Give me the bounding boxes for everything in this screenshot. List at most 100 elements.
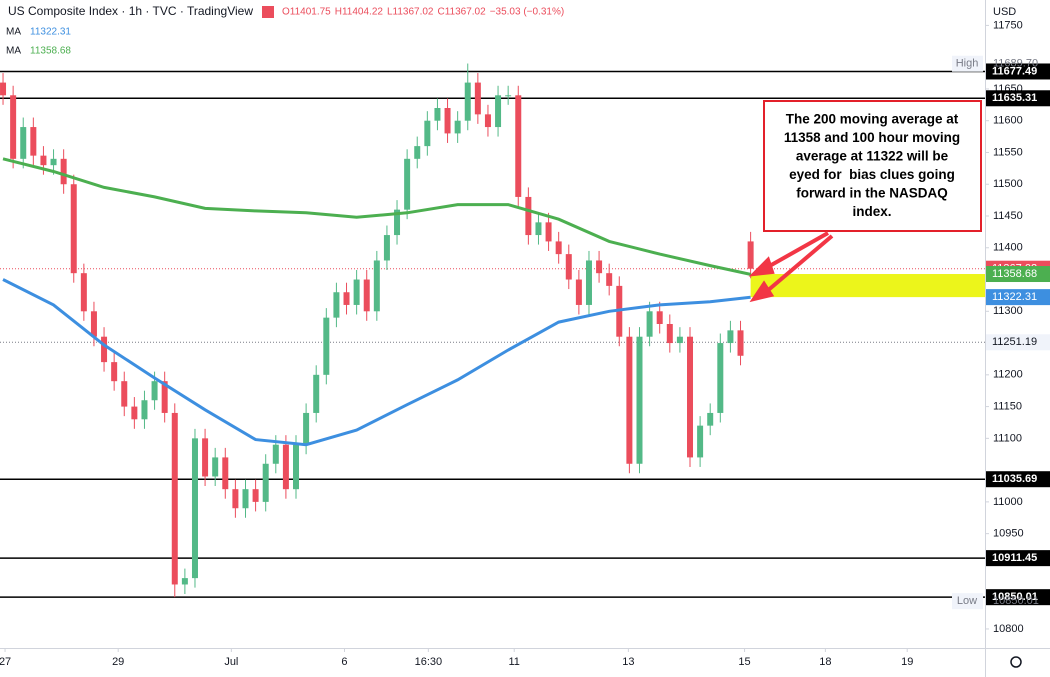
candle-body [252,489,259,502]
arrow [765,231,829,270]
candle-body [737,330,744,356]
candle-body [0,82,7,96]
candle-body [676,336,683,344]
candle-body [151,381,158,401]
candle-body [424,120,431,147]
candle-body [373,260,380,312]
y-tick-label: 11500 [993,178,1023,190]
candle-body [131,406,138,420]
candle-body [404,158,411,210]
y-tick-label: 11100 [993,432,1022,444]
price-label-box [986,289,1050,306]
candle-body [141,400,148,420]
candle-body [596,260,603,274]
level-label-box [986,589,1050,606]
x-tick-label: 29 [112,656,124,668]
moving-average-line [2,278,751,447]
candle-body [606,273,613,286]
y-tick-label: 11200 [993,369,1023,381]
price-label: 11322.31 [992,291,1037,303]
candle-body [444,108,451,134]
candle-body [171,412,178,585]
annotation-line: 11358 and 100 hour moving [784,130,960,145]
y-tick-label: 11300 [993,305,1023,317]
y-tick-label: 10800 [993,623,1024,635]
candle-body [70,184,77,274]
candle-body [575,279,582,305]
arrow [764,234,834,294]
candle-body [626,336,633,464]
candle-body [333,292,340,318]
candle-body [282,444,289,490]
x-tick-label: Jul [224,656,238,668]
ohlc-legend: O11401.75 H11404.22 L11367.02 C11367.02 −35.… [282,7,564,18]
candle-body [717,343,724,413]
annotation-line: forward in the NASDAQ [796,186,948,201]
candle-body [20,127,27,159]
y-tick-label: 10950 [993,528,1024,540]
candle-body [394,209,401,236]
candle-body [585,260,592,305]
ohlc-value: H11404.22 [335,7,384,18]
x-tick-label: 18 [819,656,831,668]
candle-body [474,82,481,115]
extreme-tag: High [956,58,979,70]
candle-body [202,438,209,477]
candle-body [697,425,704,458]
candle-body [191,438,198,579]
ma-legend-value: 11322.31 [30,27,71,38]
level-label-box [986,90,1050,107]
candle-body [656,311,663,324]
candle-body [464,82,471,121]
ohlc-value: O11401.75 [282,7,331,18]
x-tick-label: 11 [509,656,520,668]
candle-body [212,457,219,477]
candle-body [90,311,97,337]
x-tick-label: 13 [622,656,634,668]
x-tick-label: 15 [738,656,750,668]
status-icon [262,6,274,18]
candle-body [10,95,17,159]
gear[interactable] [1010,656,1022,668]
candle-body [181,578,188,585]
candle-body [454,120,461,134]
candle-body [30,127,37,156]
moving-average-line [2,157,751,276]
candle-body [555,241,562,255]
level-label: 11635.31 [992,92,1037,104]
ma-legend-name: MA [6,46,21,57]
y-tick-label: 11550 [993,146,1023,158]
candle-body [414,146,421,159]
y-tick-label: 11400 [993,242,1023,254]
extreme-tag-box [952,593,983,610]
arrow-head [749,280,775,303]
annotation: The 200 moving average at 11358 and 100 h… [784,112,960,220]
candle-body [434,108,441,121]
candle-body [80,273,87,312]
ohlc-value: L11367.02 [387,7,434,18]
candle-body [666,324,673,344]
extreme-value: 10850.01 [993,595,1039,607]
candle-body [565,254,572,280]
candle-body [545,222,552,242]
level-label: 11677.49 [992,65,1037,77]
y-tick-label: 11000 [993,496,1023,508]
candle-body [262,463,269,502]
price-label-box [986,266,1050,283]
level-label-box [986,550,1050,567]
arrows [748,231,834,303]
settings-icon[interactable] [1010,656,1022,668]
ma-legend-value: 11358.68 [30,46,71,57]
candle-body [161,381,168,413]
candle-body [60,158,67,185]
candle-body [505,95,512,97]
candle-body [323,317,330,375]
x-tick-label: 16:30 [415,656,443,668]
candle-body [222,457,229,490]
extreme-value: 11689.70 [993,58,1038,70]
candle-body [111,362,118,382]
plot-area [0,63,985,598]
level-label-box [986,63,1050,80]
ohlc-value: C11367.02 [437,7,486,18]
candle-body [525,196,532,236]
